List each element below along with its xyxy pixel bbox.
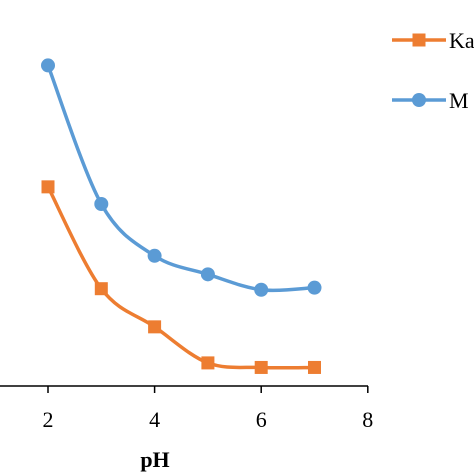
legend-label: Ka: [449, 28, 474, 53]
x-tick-label: 8: [362, 407, 373, 432]
data-point-m: [254, 282, 269, 297]
series-layer: [41, 58, 322, 374]
legend-label: M: [449, 88, 469, 113]
legend-marker: [412, 33, 426, 47]
x-axis-title: pH: [140, 447, 169, 472]
data-point-m: [147, 248, 162, 263]
data-point-ka: [94, 282, 108, 296]
data-point-m: [200, 267, 215, 282]
series-m: [41, 58, 322, 297]
x-tick-label: 6: [256, 407, 267, 432]
data-point-ka: [308, 360, 321, 374]
x-tick-label: 2: [43, 407, 54, 432]
legend: Ka M: [392, 28, 474, 113]
data-point-m: [307, 280, 322, 295]
data-point-ka: [201, 356, 215, 370]
legend-item-ka: Ka: [392, 28, 474, 53]
x-tick-label: 4: [149, 407, 160, 432]
series-line-m: [46, 63, 317, 293]
legend-item-m: M: [392, 88, 469, 113]
series-line-ka: [46, 185, 317, 370]
data-point-ka: [41, 180, 55, 194]
series-ka: [41, 180, 321, 374]
data-point-m: [41, 58, 55, 73]
legend-marker: [412, 93, 426, 107]
data-point-ka: [254, 360, 268, 374]
data-point-ka: [148, 320, 162, 334]
x-axis-ticks: 2 4 6 8: [43, 386, 373, 432]
data-point-m: [94, 197, 109, 211]
